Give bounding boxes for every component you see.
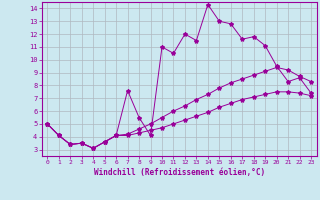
X-axis label: Windchill (Refroidissement éolien,°C): Windchill (Refroidissement éolien,°C) <box>94 168 265 177</box>
